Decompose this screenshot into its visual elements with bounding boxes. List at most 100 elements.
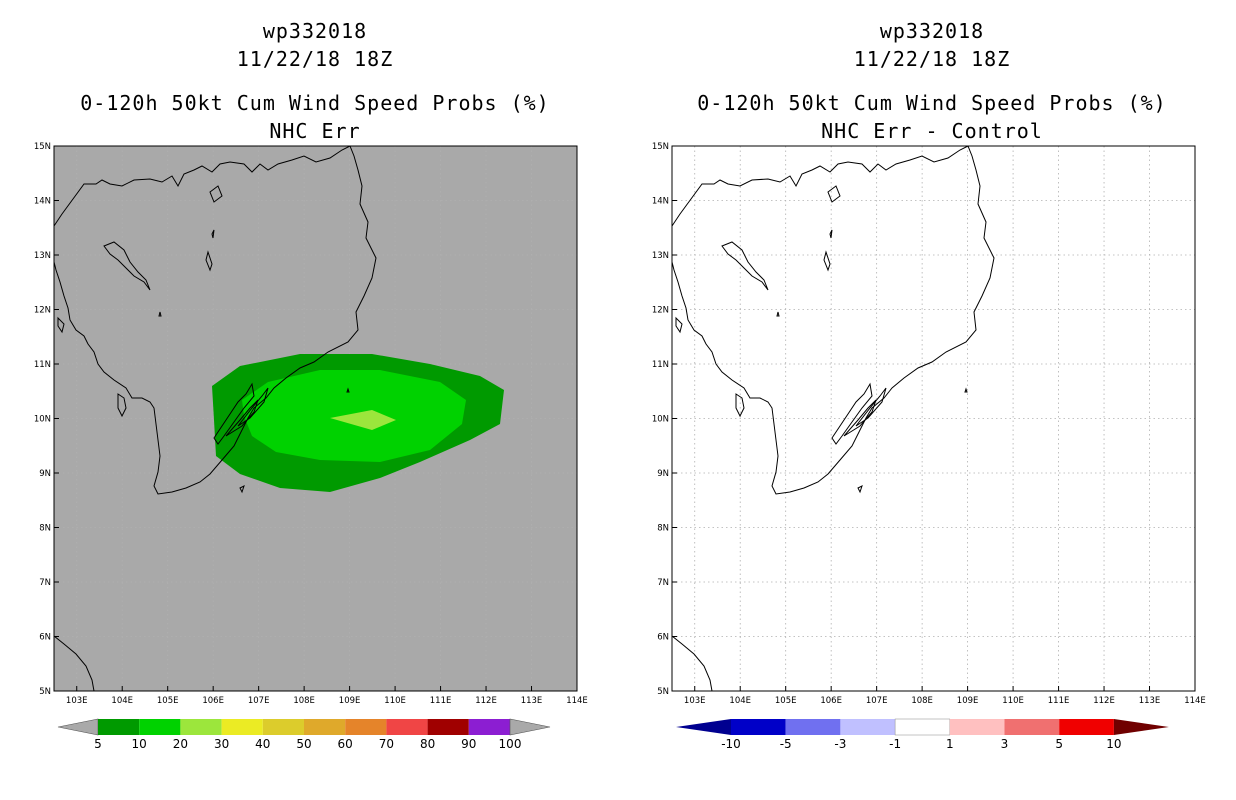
left-map: 103E 104E 105E 106E 107E 108E 109E 110E 111E 112E… bbox=[34, 142, 588, 706]
left-colorbar-label: 30 bbox=[214, 737, 229, 751]
left-colorbar-label: 40 bbox=[255, 737, 270, 751]
right-colorbar-swatch bbox=[1004, 719, 1060, 735]
left-lon-tick-label: 112E bbox=[475, 696, 497, 706]
right-colorbar-swatch bbox=[785, 719, 841, 735]
left-colorbar-swatch bbox=[345, 719, 387, 735]
right-lat-tick-label: 11N bbox=[652, 360, 669, 370]
left-colorbar-label: 70 bbox=[379, 737, 394, 751]
right-grid bbox=[672, 146, 1195, 691]
right-axis-ticks: 103E 104E 105E 106E 107E 108E 109E 110E 111E 112E… bbox=[652, 142, 1206, 706]
left-lon-tick-label: 114E bbox=[566, 696, 588, 706]
right-lat-tick-label: 10N bbox=[652, 415, 669, 425]
left-colorbar-label: 5 bbox=[94, 737, 102, 751]
right-lon-tick-label: 103E bbox=[684, 696, 706, 706]
right-lon-tick-label: 113E bbox=[1139, 696, 1161, 706]
right-lat-tick-label: 6N bbox=[657, 633, 669, 643]
left-lat-tick-label: 13N bbox=[34, 251, 51, 261]
left-lat-tick-label: 7N bbox=[39, 578, 51, 588]
right-lat-tick-label: 12N bbox=[652, 306, 669, 316]
left-lat-tick-label: 11N bbox=[34, 360, 51, 370]
right-lat-tick-label: 5N bbox=[657, 687, 669, 697]
right-lat-tick-label: 7N bbox=[657, 578, 669, 588]
right-lon-tick-label: 114E bbox=[1184, 696, 1206, 706]
left-lon-tick-label: 113E bbox=[521, 696, 543, 706]
right-lon-tick-label: 108E bbox=[911, 696, 933, 706]
left-colorbar-label: 60 bbox=[338, 737, 353, 751]
left-lon-tick-label: 103E bbox=[66, 696, 88, 706]
left-colorbar-label: 90 bbox=[461, 737, 476, 751]
right-map: 103E 104E 105E 106E 107E 108E 109E 110E 111E 112E… bbox=[652, 142, 1206, 706]
right-colorbar-label: -5 bbox=[780, 737, 792, 751]
right-storm-id: wp332018 bbox=[879, 19, 985, 43]
left-lat-tick-label: 15N bbox=[34, 142, 51, 152]
right-lon-tick-label: 105E bbox=[775, 696, 797, 706]
left-colorbar-swatch bbox=[262, 719, 304, 735]
left-subtitle: NHC Err bbox=[269, 119, 361, 143]
right-datetime: 11/22/18 18Z bbox=[853, 47, 1011, 71]
left-axis-ticks: 103E 104E 105E 106E 107E 108E 109E 110E 111E 112E… bbox=[34, 142, 588, 706]
left-title: 0-120h 50kt Cum Wind Speed Probs (%) bbox=[80, 91, 550, 115]
left-colorbar-label: 80 bbox=[420, 737, 435, 751]
left-colorbar-label: 100 bbox=[499, 737, 522, 751]
right-lon-tick-label: 106E bbox=[820, 696, 842, 706]
left-colorbar-swatch bbox=[139, 719, 181, 735]
left-lon-tick-label: 109E bbox=[339, 696, 361, 706]
right-lat-tick-label: 13N bbox=[652, 251, 669, 261]
left-colorbar-high-arrow bbox=[509, 718, 551, 736]
right-colorbar-label: 10 bbox=[1106, 737, 1121, 751]
left-lat-tick-label: 5N bbox=[39, 687, 51, 697]
right-lat-tick-label: 8N bbox=[657, 524, 669, 534]
left-colorbar-low-arrow bbox=[57, 718, 99, 736]
left-datetime: 11/22/18 18Z bbox=[236, 47, 394, 71]
right-colorbar-swatch bbox=[949, 719, 1005, 735]
left-lat-tick-label: 9N bbox=[39, 469, 51, 479]
right-subtitle: NHC Err - Control bbox=[821, 119, 1043, 143]
left-lon-tick-label: 111E bbox=[430, 696, 452, 706]
left-lat-tick-label: 6N bbox=[39, 633, 51, 643]
right-lon-tick-label: 111E bbox=[1048, 696, 1070, 706]
left-colorbar: 5 10 20 30 40 50 60 70 80 90 100 bbox=[57, 718, 551, 751]
right-colorbar-swatch bbox=[731, 719, 786, 735]
left-lat-tick-label: 12N bbox=[34, 306, 51, 316]
left-colorbar-swatch bbox=[468, 719, 510, 735]
right-lon-tick-label: 107E bbox=[866, 696, 888, 706]
right-colorbar-swatch bbox=[840, 719, 896, 735]
right-title: 0-120h 50kt Cum Wind Speed Probs (%) bbox=[697, 91, 1167, 115]
left-lat-tick-label: 10N bbox=[34, 415, 51, 425]
left-colorbar-swatch bbox=[98, 719, 140, 735]
left-colorbar-label: 10 bbox=[132, 737, 147, 751]
right-colorbar-swatch bbox=[894, 718, 951, 736]
right-colorbar-label: -3 bbox=[834, 737, 846, 751]
right-lon-tick-label: 109E bbox=[957, 696, 979, 706]
left-lat-tick-label: 14N bbox=[34, 197, 51, 207]
contour-20pct bbox=[330, 410, 396, 430]
right-colorbar-label: 3 bbox=[1001, 737, 1009, 751]
right-lon-tick-label: 104E bbox=[729, 696, 751, 706]
right-colorbar-high-arrow bbox=[1113, 719, 1169, 735]
left-colorbar-label: 20 bbox=[173, 737, 188, 751]
left-storm-id: wp332018 bbox=[262, 19, 368, 43]
left-lon-tick-label: 105E bbox=[157, 696, 179, 706]
left-lon-tick-label: 106E bbox=[202, 696, 224, 706]
left-lon-tick-label: 104E bbox=[111, 696, 133, 706]
left-colorbar-swatch bbox=[427, 719, 469, 735]
left-lon-tick-label: 110E bbox=[384, 696, 406, 706]
right-colorbar-label: 1 bbox=[946, 737, 954, 751]
right-colorbar-label: -10 bbox=[721, 737, 741, 751]
right-colorbar-swatch bbox=[1059, 719, 1114, 735]
right-lat-tick-label: 14N bbox=[652, 197, 669, 207]
right-lon-tick-label: 112E bbox=[1093, 696, 1115, 706]
right-colorbar-label: -1 bbox=[889, 737, 901, 751]
right-lat-tick-label: 15N bbox=[652, 142, 669, 152]
left-lat-tick-label: 8N bbox=[39, 524, 51, 534]
left-colorbar-swatch bbox=[304, 719, 346, 735]
right-colorbar-low-arrow bbox=[676, 719, 731, 735]
left-colorbar-swatch bbox=[221, 719, 263, 735]
left-colorbar-swatch bbox=[386, 719, 428, 735]
right-colorbar-label: 5 bbox=[1055, 737, 1063, 751]
right-lon-tick-label: 110E bbox=[1002, 696, 1024, 706]
left-colorbar-swatch bbox=[180, 719, 222, 735]
right-lat-tick-label: 9N bbox=[657, 469, 669, 479]
left-lon-tick-label: 108E bbox=[293, 696, 315, 706]
right-colorbar: -10 -5 -3 -1 1 3 5 10 bbox=[676, 718, 1169, 751]
